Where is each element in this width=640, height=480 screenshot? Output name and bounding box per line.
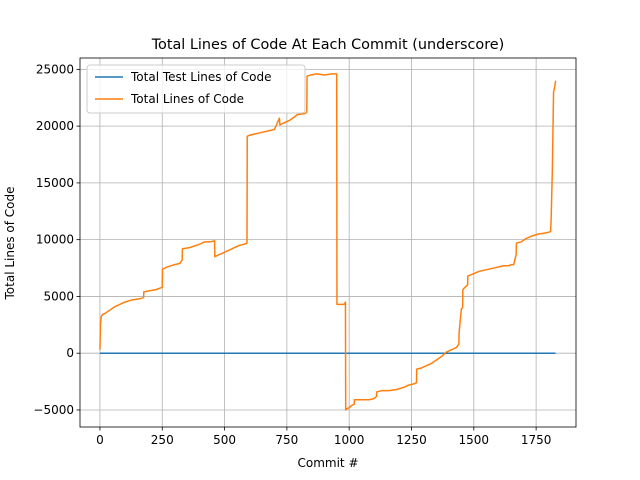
series-line-1 xyxy=(99,73,557,411)
y-tick-label-5: 20000 xyxy=(36,119,74,133)
y-tick-label-1: 0 xyxy=(66,346,74,360)
series-lines xyxy=(99,73,557,411)
legend-box xyxy=(86,64,306,114)
y-tick-label-2: 5000 xyxy=(43,289,74,303)
legend-label-0: Total Test Lines of Code xyxy=(130,70,271,84)
x-tick-label-5: 1250 xyxy=(396,433,427,447)
x-tick-label-6: 1500 xyxy=(459,433,490,447)
y-tick-label-6: 25000 xyxy=(36,62,74,76)
x-tick-label-4: 1000 xyxy=(334,433,365,447)
y-tick-label-3: 10000 xyxy=(36,233,74,247)
x-tick-label-1: 250 xyxy=(151,433,174,447)
x-tick-label-7: 1750 xyxy=(521,433,552,447)
x-tick-label-2: 500 xyxy=(213,433,236,447)
y-tick-label-4: 15000 xyxy=(36,176,74,190)
plot-frame xyxy=(79,57,577,428)
chart-title: Total Lines of Code At Each Commit (unde… xyxy=(151,37,505,53)
ticks: 0 250 500 750 1000 1250 1500 1750 −5000 0 5000 1000… xyxy=(33,62,551,447)
y-tick-label-0: −5000 xyxy=(33,403,74,417)
grid xyxy=(80,58,576,427)
x-tick-label-0: 0 xyxy=(96,433,104,447)
x-axis-label: Commit # xyxy=(297,456,358,470)
legend: Total Test Lines of Code Total Lines of C… xyxy=(86,64,306,114)
legend-label-1: Total Lines of Code xyxy=(130,92,244,106)
x-tick-label-3: 750 xyxy=(275,433,298,447)
y-axis-label: Total Lines of Code xyxy=(3,186,17,300)
